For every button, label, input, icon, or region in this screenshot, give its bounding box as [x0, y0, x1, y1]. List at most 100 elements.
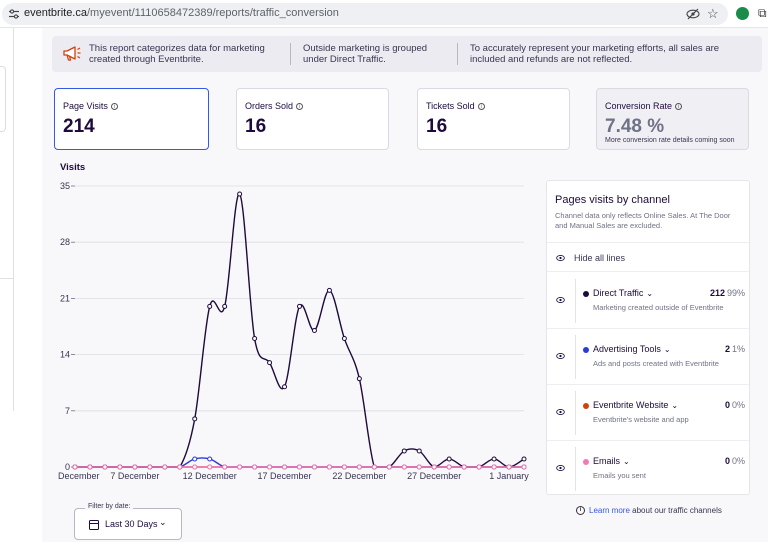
- eye-icon[interactable]: [556, 297, 565, 303]
- data-point-emails[interactable]: [506, 464, 512, 470]
- side-panel-divider: [0, 278, 14, 279]
- calendar-icon: [89, 520, 99, 530]
- data-point-direct-traffic[interactable]: [297, 303, 302, 309]
- bookmark-star-icon[interactable]: ☆: [707, 6, 719, 21]
- data-point-emails[interactable]: [491, 464, 497, 470]
- data-point-direct-traffic[interactable]: [237, 191, 243, 197]
- kpi-value: 16: [426, 116, 448, 137]
- channel-percent: 99%: [726, 288, 745, 298]
- data-point-emails[interactable]: [267, 464, 273, 470]
- channel-color-dot: [583, 403, 589, 409]
- data-point-emails[interactable]: [461, 464, 467, 470]
- data-point-emails[interactable]: [311, 464, 317, 470]
- data-point-direct-traffic[interactable]: [326, 287, 332, 293]
- info-icon[interactable]: i: [675, 102, 683, 110]
- channel-color-dot: [583, 347, 589, 353]
- data-point-emails[interactable]: [117, 464, 123, 470]
- channel-name-dropdown[interactable]: Emails ⌄: [593, 456, 630, 466]
- data-point-emails[interactable]: [162, 464, 168, 470]
- data-point-emails[interactable]: [401, 464, 407, 470]
- channel-percent: 1%: [731, 344, 745, 354]
- data-point-emails[interactable]: [102, 464, 108, 470]
- data-point-emails[interactable]: [431, 464, 437, 470]
- data-point-direct-traffic[interactable]: [282, 384, 288, 390]
- channel-percent: 0%: [731, 456, 745, 466]
- eye-icon[interactable]: [556, 409, 565, 415]
- data-point-advertising-tools[interactable]: [192, 456, 198, 462]
- data-point-emails[interactable]: [282, 464, 288, 470]
- x-tick-label: 3 December: [56, 471, 100, 481]
- data-point-direct-traffic[interactable]: [252, 336, 258, 342]
- data-point-emails[interactable]: [192, 464, 198, 470]
- chevron-down-icon: ⌄: [623, 457, 630, 466]
- data-point-emails[interactable]: [371, 464, 377, 470]
- channel-row-divider: [575, 447, 576, 491]
- data-point-direct-traffic[interactable]: [341, 336, 347, 342]
- kpi-value: 16: [245, 116, 267, 137]
- kpi-orders-sold[interactable]: Orders Sold i 16: [236, 88, 389, 150]
- data-point-emails[interactable]: [237, 464, 243, 470]
- data-point-direct-traffic[interactable]: [491, 456, 497, 462]
- channel-name: Eventbrite Website: [593, 400, 669, 410]
- data-point-direct-traffic[interactable]: [521, 456, 527, 462]
- info-icon[interactable]: i: [296, 102, 304, 110]
- banner-text-outside-marketing: Outside marketing is grouped under Direc…: [303, 43, 428, 65]
- data-point-emails[interactable]: [386, 464, 392, 470]
- data-point-emails[interactable]: [326, 464, 332, 470]
- chevron-down-icon: ⌄: [663, 345, 671, 354]
- extension-icon[interactable]: [736, 7, 749, 20]
- visits-line-chart[interactable]: 0 7 14 21 28 35 3 December 7 December 12 Decembe…: [56, 178, 536, 488]
- data-point-direct-traffic[interactable]: [416, 448, 422, 454]
- address-bar[interactable]: eventbrite.ca/myevent/1110658472389/repo…: [2, 3, 728, 25]
- data-point-emails[interactable]: [446, 464, 452, 470]
- channel-name: Advertising Tools: [593, 344, 661, 354]
- data-point-emails[interactable]: [252, 464, 258, 470]
- data-point-direct-traffic[interactable]: [222, 303, 228, 309]
- data-point-emails[interactable]: [72, 464, 78, 470]
- data-point-direct-traffic[interactable]: [356, 376, 362, 382]
- channel-name-dropdown[interactable]: Eventbrite Website ⌄: [593, 400, 678, 410]
- hide-all-lines-button[interactable]: Hide all lines: [547, 242, 751, 272]
- channel-count: 0 0%: [725, 456, 745, 466]
- data-point-emails[interactable]: [207, 464, 213, 470]
- channel-name-dropdown[interactable]: Direct Traffic ⌄: [593, 288, 653, 298]
- kpi-page-visits[interactable]: Page Visits i 214: [54, 88, 209, 150]
- series-line-direct-traffic: [75, 193, 525, 468]
- site-settings-icon[interactable]: [8, 8, 20, 20]
- data-point-advertising-tools[interactable]: [207, 456, 213, 462]
- date-filter-select[interactable]: Filter by date: Last 30 Days ⌄: [74, 503, 182, 540]
- channel-color-dot: [583, 459, 589, 465]
- kpi-label: Conversion Rate: [605, 101, 673, 111]
- data-point-emails[interactable]: [356, 464, 362, 470]
- eye-icon[interactable]: [556, 353, 565, 359]
- data-point-emails[interactable]: [177, 464, 183, 470]
- data-point-direct-traffic[interactable]: [401, 448, 407, 454]
- url-text[interactable]: eventbrite.ca/myevent/1110658472389/repo…: [24, 7, 339, 19]
- kpi-tickets-sold[interactable]: Tickets Sold i 16: [417, 88, 570, 150]
- channel-row-divider: [575, 335, 576, 379]
- channel-name-dropdown[interactable]: Advertising Tools ⌄: [593, 344, 671, 354]
- extensions-menu-icon[interactable]: ⧉: [758, 6, 767, 20]
- tracking-protection-icon[interactable]: [686, 8, 700, 20]
- channel-count-value: 2: [724, 344, 730, 354]
- data-point-emails[interactable]: [521, 464, 527, 470]
- data-point-direct-traffic[interactable]: [267, 360, 273, 366]
- data-point-emails[interactable]: [416, 464, 422, 470]
- info-icon[interactable]: i: [110, 102, 118, 110]
- data-point-direct-traffic[interactable]: [311, 328, 317, 334]
- data-point-emails[interactable]: [147, 464, 153, 470]
- data-point-direct-traffic[interactable]: [192, 416, 198, 422]
- y-tick-label: 0: [65, 462, 70, 472]
- eye-icon[interactable]: [556, 465, 565, 471]
- data-point-emails[interactable]: [476, 464, 482, 470]
- data-point-emails[interactable]: [297, 464, 302, 470]
- data-point-emails[interactable]: [132, 464, 138, 470]
- info-icon[interactable]: i: [477, 102, 485, 110]
- data-point-emails[interactable]: [341, 464, 347, 470]
- learn-more-link[interactable]: Learn more: [589, 506, 630, 515]
- data-point-direct-traffic[interactable]: [446, 456, 452, 462]
- channel-panel-description: Channel data only reflects Online Sales.…: [555, 211, 731, 230]
- data-point-emails[interactable]: [222, 464, 228, 470]
- data-point-emails[interactable]: [87, 464, 93, 470]
- data-point-direct-traffic[interactable]: [207, 303, 213, 309]
